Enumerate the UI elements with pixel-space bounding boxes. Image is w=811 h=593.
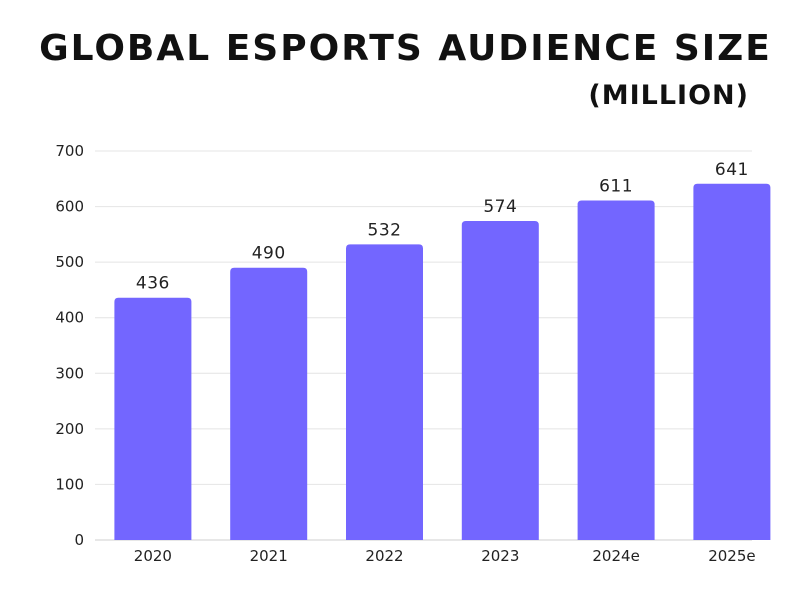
y-tick-label: 700 [55, 142, 84, 160]
x-tick-label-2023: 2023 [481, 547, 519, 565]
data-labels: 436 490 532 574 611 641 [136, 160, 749, 294]
chart-title: GLOBAL ESPORTS AUDIENCE SIZE [39, 28, 772, 69]
x-tick-label-2025e: 2025e [708, 547, 755, 565]
data-label-2020: 436 [136, 274, 170, 294]
x-tick-label-2020: 2020 [134, 547, 172, 565]
y-tick-label: 300 [55, 364, 84, 382]
x-tick-label-2021: 2021 [250, 547, 288, 565]
y-tick-label: 0 [74, 531, 84, 549]
y-tick-label: 100 [55, 475, 84, 493]
bars [114, 183, 771, 541]
y-tick-label: 400 [55, 309, 84, 327]
bar-2024e [577, 200, 655, 541]
data-label-2021: 490 [252, 244, 286, 264]
y-tick-label: 200 [55, 420, 84, 438]
bar-2022 [346, 244, 423, 541]
x-tick-label-2022: 2022 [365, 547, 403, 565]
data-label-2022: 532 [368, 220, 402, 240]
y-tick-label: 500 [55, 253, 84, 271]
x-axis-ticks: 2020 2021 2022 2023 2024e 2025e [134, 547, 756, 565]
bar-2025e [693, 183, 771, 540]
y-axis-ticks: 0 100 200 300 400 500 600 700 [55, 142, 84, 549]
data-label-2023: 574 [483, 197, 517, 217]
data-label-2024e: 611 [599, 176, 633, 196]
x-tick-label-2024e: 2024e [592, 547, 639, 565]
y-tick-label: 600 [55, 198, 84, 216]
data-label-2025e: 641 [715, 160, 749, 180]
bar-2021 [230, 267, 308, 540]
bar-2023 [461, 221, 539, 540]
bar-2020 [114, 297, 192, 540]
chart-subtitle: (MILLION) [588, 80, 749, 111]
